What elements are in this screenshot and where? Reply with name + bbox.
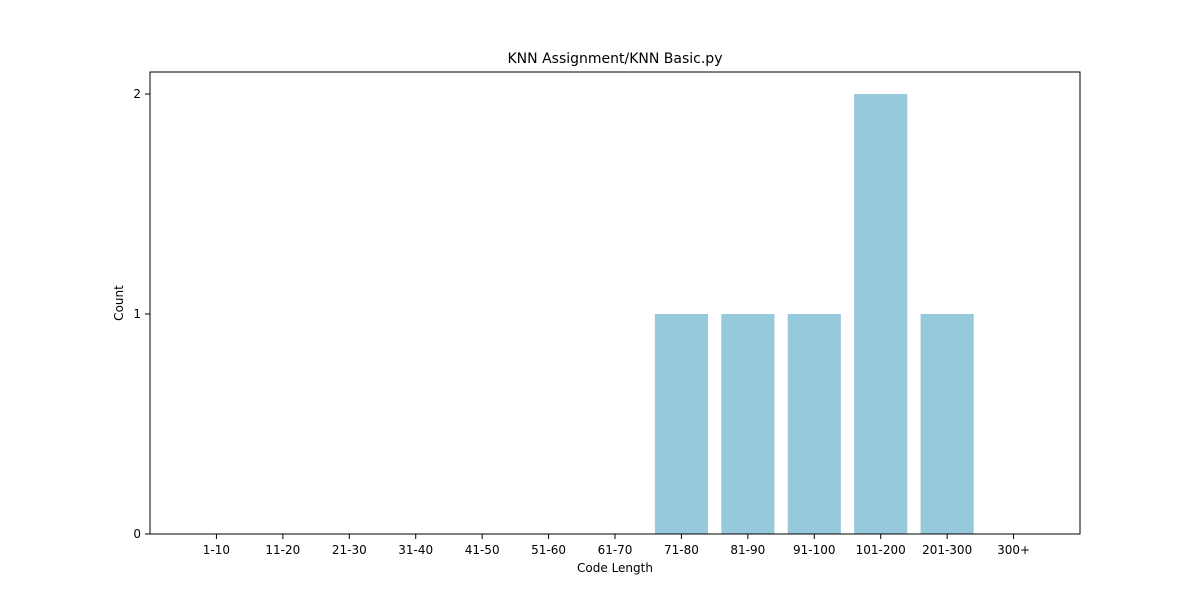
bar-71-80 <box>654 314 708 534</box>
x-axis: 1-10 11-20 21-30 31-40 41-50 51-60 61-70 71-80 8… <box>203 534 1030 557</box>
y-axis-label: Count <box>112 285 126 321</box>
x-tick-label: 31-40 <box>398 543 433 557</box>
chart-title: KNN Assignment/KNN Basic.py <box>508 51 723 67</box>
x-tick-label: 1-10 <box>203 543 230 557</box>
x-tick-label: 91-100 <box>793 543 836 557</box>
x-tick-label: 11-20 <box>265 543 300 557</box>
x-axis-label: Code Length <box>577 561 653 575</box>
x-tick-label: 201-300 <box>922 543 972 557</box>
y-tick-label: 0 <box>133 527 141 541</box>
x-tick-label: 71-80 <box>664 543 699 557</box>
x-tick-label: 51-60 <box>531 543 566 557</box>
x-tick-label: 61-70 <box>598 543 633 557</box>
x-tick-label: 41-50 <box>465 543 500 557</box>
y-axis: 0 1 2 <box>133 87 150 541</box>
y-tick-label: 1 <box>133 307 141 321</box>
bar-91-100 <box>787 314 841 534</box>
y-tick-label: 2 <box>133 87 141 101</box>
bar-81-90 <box>721 314 775 534</box>
x-tick-label: 101-200 <box>856 543 906 557</box>
x-tick-label: 300+ <box>997 543 1030 557</box>
x-tick-label: 81-90 <box>730 543 765 557</box>
x-tick-label: 21-30 <box>332 543 367 557</box>
bar-101-200 <box>854 94 908 534</box>
bar-series <box>654 94 974 534</box>
bar-201-300 <box>920 314 974 534</box>
